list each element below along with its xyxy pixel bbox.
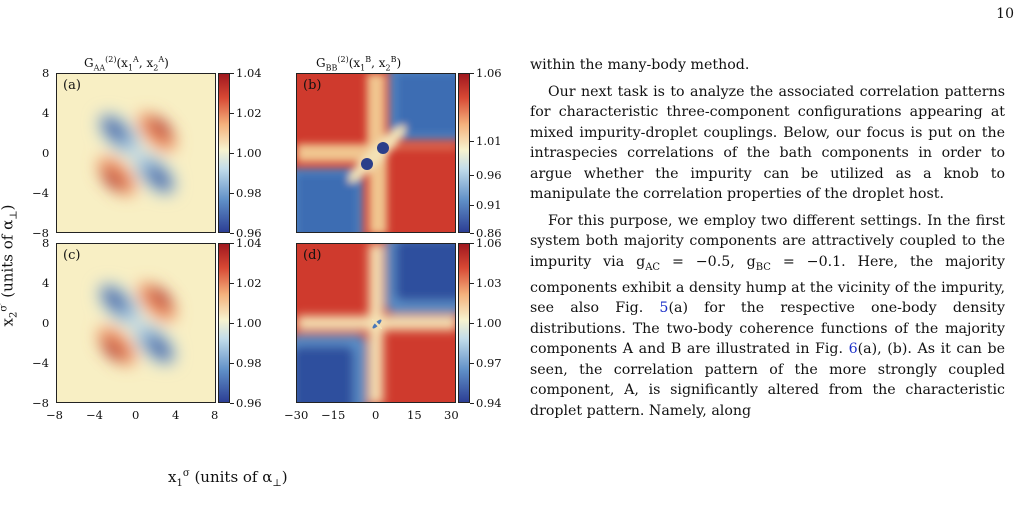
y-tick: 4 bbox=[42, 276, 50, 290]
heatmap-d: (d) bbox=[296, 243, 456, 403]
x-tick: 0 bbox=[372, 408, 380, 422]
heatmap-b: (b) bbox=[296, 73, 456, 233]
cbar-a-tick: 1.00 bbox=[230, 146, 262, 160]
y-tick: 4 bbox=[42, 106, 50, 120]
y-tick: 8 bbox=[42, 236, 50, 250]
x-tick: 15 bbox=[407, 408, 422, 422]
cbar-d-tick: 1.06 bbox=[470, 236, 502, 250]
y-axis-label: x2σ′ (units of α⊥) bbox=[0, 204, 20, 327]
cbar-b-tick: 0.86 bbox=[470, 226, 502, 240]
p3-text: = −0.1. Here, the majority components ex… bbox=[530, 253, 1005, 317]
x-tick: 4 bbox=[172, 408, 180, 422]
p3-sub: BC bbox=[755, 261, 771, 273]
cbar-d-tick: 0.94 bbox=[470, 396, 502, 410]
p3-text: (a), (b). As it can be seen, the correla… bbox=[530, 341, 1005, 419]
panel-c-letter: (c) bbox=[63, 248, 81, 263]
paragraph-2: Our next task is to analyze the associat… bbox=[530, 83, 1005, 203]
cbar-a-tick: 1.02 bbox=[230, 106, 262, 120]
cbar-a-tick: 0.98 bbox=[230, 186, 262, 200]
x-tick: −30 bbox=[284, 408, 309, 422]
heatmap-a: (a) bbox=[56, 73, 216, 233]
panel-b-title: GBB(2)(x1B, x2B) bbox=[316, 55, 402, 73]
colorbar-d bbox=[458, 243, 470, 403]
cbar-c-tick: 1.04 bbox=[230, 236, 262, 250]
panel-a-letter: (a) bbox=[63, 78, 81, 93]
x-tick: −15 bbox=[321, 408, 346, 422]
p3-text: For this purpose, we employ two differen… bbox=[530, 212, 1005, 270]
cbar-b-tick: 1.06 bbox=[470, 66, 502, 80]
figure-5-link[interactable]: 5 bbox=[659, 300, 669, 317]
cbar-a-tick: 1.04 bbox=[230, 66, 262, 80]
y-tick: 0 bbox=[42, 146, 50, 160]
panel-d-letter: (d) bbox=[303, 248, 322, 263]
paragraph-1: within the many-body method. bbox=[530, 57, 750, 73]
cbar-d-tick: 1.03 bbox=[470, 276, 502, 290]
p3-text: (a) for the respective one-body density … bbox=[530, 300, 1005, 358]
y-tick: 0 bbox=[42, 316, 50, 330]
x-tick: −8 bbox=[46, 408, 63, 422]
cbar-b-tick: 0.96 bbox=[470, 168, 502, 182]
figure-6-link[interactable]: 6 bbox=[848, 341, 858, 358]
colorbar-b bbox=[458, 73, 470, 233]
cbar-b-tick: 0.91 bbox=[470, 198, 502, 212]
y-tick: −4 bbox=[32, 186, 49, 200]
x-tick: 30 bbox=[444, 408, 459, 422]
panel-a-title: GAA(2)(x1A, x2A) bbox=[84, 55, 169, 73]
p3-sub: AC bbox=[645, 261, 661, 273]
cbar-d-tick: 1.00 bbox=[470, 316, 502, 330]
panel-b-letter: (b) bbox=[303, 78, 322, 93]
x-tick: 0 bbox=[132, 408, 140, 422]
page-number: 10 bbox=[996, 6, 1014, 22]
x-tick: 8 bbox=[211, 408, 219, 422]
cbar-c-tick: 1.02 bbox=[230, 276, 262, 290]
colorbar-a bbox=[218, 73, 230, 233]
paragraph-3: For this purpose, we employ two differen… bbox=[530, 211, 1005, 422]
heatmap-c: (c) bbox=[56, 243, 216, 403]
cbar-c-tick: 1.00 bbox=[230, 316, 262, 330]
x-axis-label: x1σ (units of α⊥) bbox=[168, 468, 288, 489]
y-tick: −4 bbox=[32, 356, 49, 370]
y-tick: −8 bbox=[32, 226, 49, 240]
x-tick: −4 bbox=[86, 408, 103, 422]
cbar-a-tick: 0.96 bbox=[230, 226, 262, 240]
colorbar-c bbox=[218, 243, 230, 403]
y-tick: 8 bbox=[42, 66, 50, 80]
body-text: within the many-body method. Our next ta… bbox=[530, 55, 1005, 427]
cbar-c-tick: 0.98 bbox=[230, 356, 262, 370]
y-tick: −8 bbox=[32, 396, 49, 410]
cbar-b-tick: 1.01 bbox=[470, 134, 502, 148]
cbar-d-tick: 0.97 bbox=[470, 356, 502, 370]
cbar-c-tick: 0.96 bbox=[230, 396, 262, 410]
figure-6: x2σ′ (units of α⊥) GAA(2)(x1A, x2A) bbox=[0, 40, 510, 500]
p3-text: = −0.5, g bbox=[660, 253, 756, 270]
